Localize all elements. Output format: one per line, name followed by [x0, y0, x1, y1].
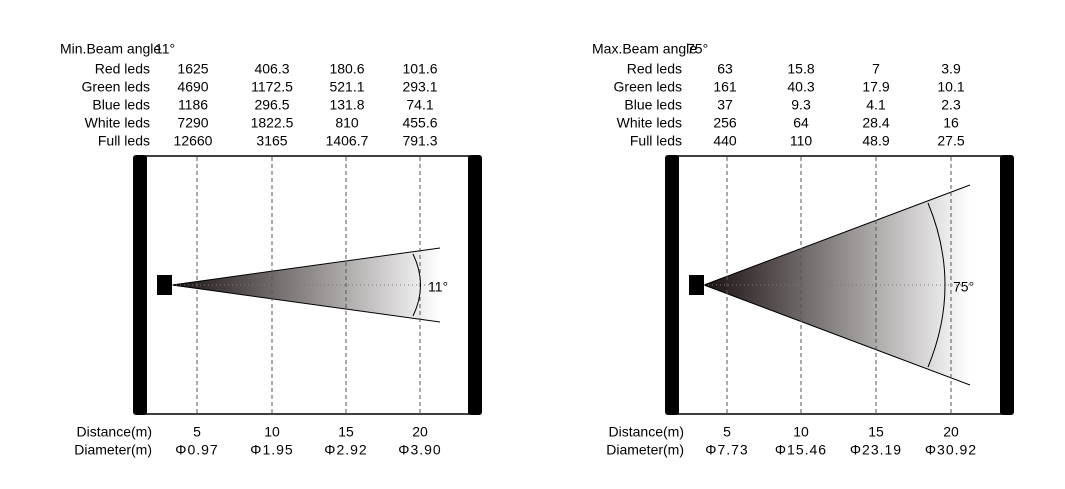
side-bar — [665, 155, 679, 415]
row-value: 74.1 — [406, 97, 433, 113]
row-value: 180.6 — [329, 61, 364, 77]
row-value: 3165 — [256, 133, 287, 149]
row-value: 64 — [793, 115, 809, 131]
row-value: 1172.5 — [251, 79, 293, 95]
beam-angle: 11° — [428, 279, 448, 295]
row-value: 296.5 — [254, 97, 289, 113]
header-angle: 75° — [687, 41, 708, 57]
row-value: 455.6 — [402, 115, 437, 131]
row-value: 9.3 — [791, 97, 811, 113]
row-value: 10.1 — [937, 79, 964, 95]
row-label: White leds — [617, 115, 682, 131]
row-value: 17.9 — [862, 79, 889, 95]
side-bar — [468, 155, 482, 415]
diameter-label: Diameter(m) — [606, 442, 684, 458]
diameter-label: Diameter(m) — [74, 442, 152, 458]
beam — [172, 248, 440, 322]
beam-angle: 75° — [953, 279, 974, 295]
row-value: 3.9 — [941, 61, 961, 77]
row-value: 810 — [335, 115, 359, 131]
row-value: 7290 — [177, 115, 208, 131]
row-label: Full leds — [630, 133, 682, 149]
side-bar — [133, 155, 147, 415]
header-angle: 11° — [155, 41, 175, 57]
diameter: Φ3.90 — [398, 442, 441, 458]
beam-edge — [171, 247, 441, 286]
row-value: 1822.5 — [251, 115, 294, 131]
diameter: Φ15.46 — [775, 442, 827, 458]
row-label: Green leds — [82, 79, 150, 95]
distance: 10 — [793, 424, 809, 440]
distance: 10 — [264, 424, 280, 440]
row-value: 27.5 — [937, 133, 964, 149]
row-label: Red leds — [627, 61, 682, 77]
distance: 5 — [723, 424, 731, 440]
row-label: Green leds — [614, 79, 682, 95]
fixture — [689, 275, 704, 295]
angle-arc — [412, 253, 421, 317]
row-value: 131.8 — [329, 97, 364, 113]
distance-label: Distance(m) — [77, 424, 152, 440]
distance: 15 — [338, 424, 354, 440]
row-value: 440 — [713, 133, 737, 149]
row-value: 293.1 — [402, 79, 437, 95]
row-label: Blue leds — [624, 97, 682, 113]
row-label: Full leds — [98, 133, 150, 149]
beam-edge — [703, 184, 971, 286]
row-value: 37 — [717, 97, 733, 113]
side-bar — [1000, 155, 1014, 415]
diameter: Φ30.92 — [925, 442, 977, 458]
row-value: 1625 — [177, 61, 208, 77]
row-value: 791.3 — [402, 133, 437, 149]
row-value: 161 — [713, 79, 737, 95]
row-label: Red leds — [95, 61, 150, 77]
row-value: 12660 — [174, 133, 213, 149]
header-label: Min.Beam angle — [60, 41, 161, 57]
row-value: 101.6 — [402, 61, 437, 77]
diameter: Φ7.73 — [705, 442, 748, 458]
row-value: 40.3 — [787, 79, 814, 95]
distance: 20 — [943, 424, 959, 440]
diameter: Φ2.92 — [324, 442, 367, 458]
diameter: Φ23.19 — [850, 442, 902, 458]
row-value: 48.9 — [862, 133, 889, 149]
row-value: 1186 — [178, 97, 208, 113]
row-value: 256 — [713, 115, 737, 131]
beam-edge — [171, 284, 441, 323]
distance: 5 — [193, 424, 201, 440]
row-value: 4690 — [177, 79, 208, 95]
row-value: 110 — [790, 133, 813, 149]
beam-edge — [703, 284, 971, 386]
row-label: White leds — [85, 115, 150, 131]
diameter: Φ0.97 — [175, 442, 218, 458]
row-label: Blue leds — [92, 97, 150, 113]
row-value: 406.3 — [254, 61, 289, 77]
diameter: Φ1.95 — [250, 442, 293, 458]
fixture — [157, 275, 172, 295]
row-value: 28.4 — [862, 115, 889, 131]
row-value: 63 — [717, 61, 733, 77]
angle-arc — [927, 202, 946, 368]
header-label: Max.Beam angle — [592, 41, 697, 57]
row-value: 1406.7 — [326, 133, 369, 149]
distance: 15 — [868, 424, 884, 440]
distance-label: Distance(m) — [609, 424, 684, 440]
row-value: 15.8 — [787, 61, 814, 77]
row-value: 521.1 — [329, 79, 364, 95]
distance: 20 — [412, 424, 428, 440]
row-value: 16 — [943, 115, 959, 131]
row-value: 2.3 — [941, 97, 961, 113]
row-value: 7 — [872, 61, 880, 77]
row-value: 4.1 — [866, 97, 886, 113]
